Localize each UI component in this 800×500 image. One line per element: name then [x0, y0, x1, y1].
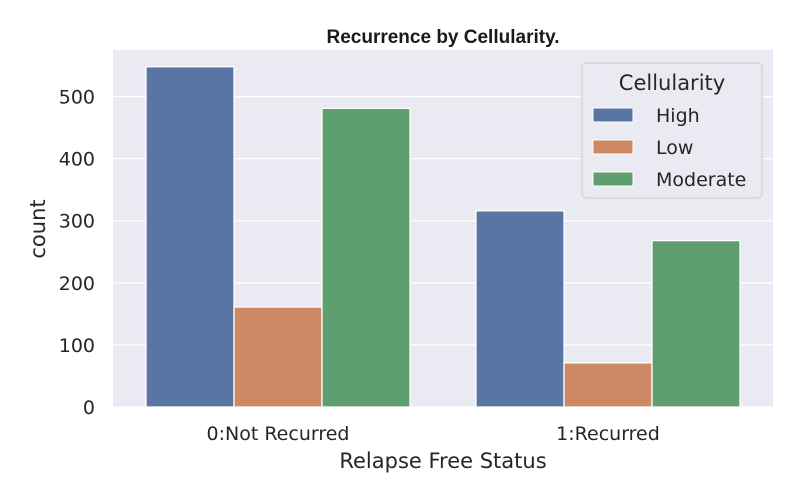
y-tick-label: 500: [59, 87, 95, 109]
y-tick-label: 100: [59, 335, 95, 357]
y-axis-ticks: 0 100 200 300 400 500: [59, 87, 95, 419]
y-tick-label: 200: [59, 273, 95, 295]
legend-title: Cellularity: [619, 71, 725, 95]
legend-label-moderate: Moderate: [656, 169, 746, 191]
legend-swatch-low: [592, 139, 634, 155]
x-tick-label: 1:Recurred: [556, 423, 660, 445]
bar-moderate-2: [651, 239, 741, 408]
legend-swatch-moderate: [592, 171, 634, 187]
legend: Cellularity High Low Moderate: [581, 62, 763, 199]
x-axis-ticks: 0:Not Recurred 1:Recurred: [207, 423, 660, 445]
x-axis-label: Relapse Free Status: [339, 449, 546, 473]
bar-low-1: [233, 306, 323, 408]
bars: [145, 66, 741, 408]
legend-swatch-high: [592, 107, 634, 123]
y-tick-label: 300: [59, 211, 95, 233]
chart-title: Recurrence by Cellularity.: [326, 27, 559, 48]
legend-items: High Low Moderate: [592, 105, 746, 191]
bar-high-2: [475, 210, 565, 408]
legend-label-low: Low: [656, 137, 693, 159]
legend-label-high: High: [656, 105, 700, 127]
bar-high-1: [145, 66, 235, 408]
legend-frame: [581, 62, 763, 199]
y-tick-label: 400: [59, 149, 95, 171]
bar-moderate-1: [321, 107, 411, 408]
y-tick-label: 0: [83, 397, 95, 419]
x-tick-label: 0:Not Recurred: [207, 423, 350, 445]
y-axis-label: count: [26, 199, 50, 258]
bar-low-2: [563, 362, 653, 408]
